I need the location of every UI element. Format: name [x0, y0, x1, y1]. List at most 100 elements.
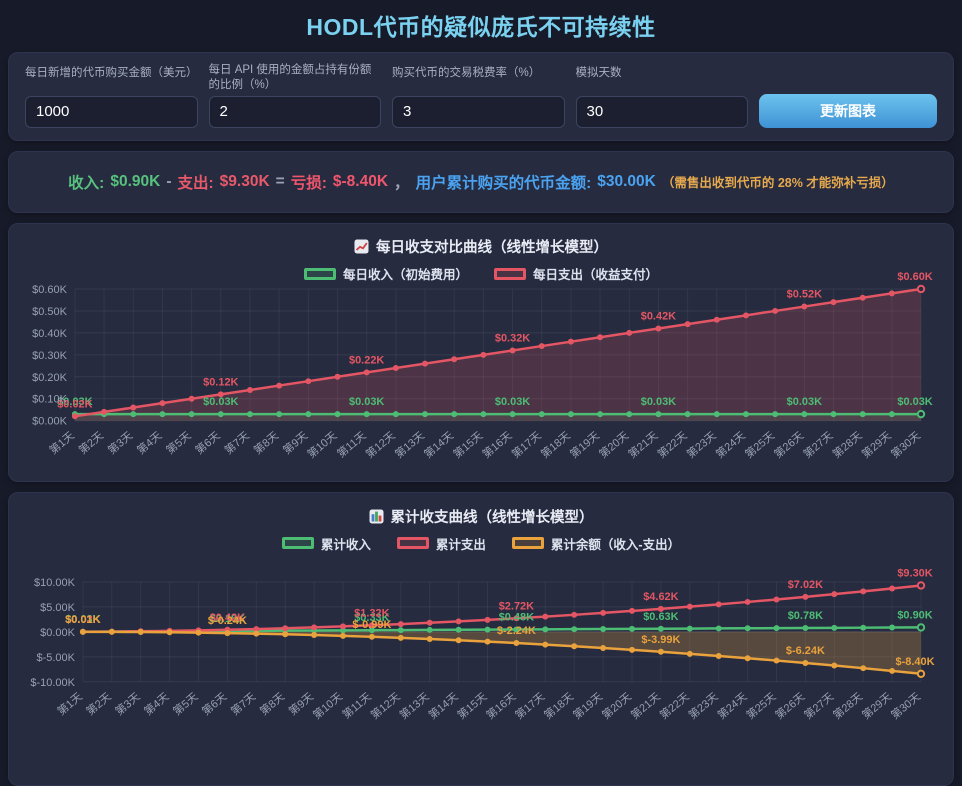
svg-text:第24天: 第24天 [713, 428, 748, 461]
svg-text:第15天: 第15天 [450, 428, 485, 461]
svg-text:第20天: 第20天 [599, 690, 634, 723]
svg-text:$4.62K: $4.62K [643, 591, 678, 603]
legend-swatch [281, 537, 314, 550]
svg-text:第23天: 第23天 [685, 690, 720, 723]
svg-text:第3天: 第3天 [105, 428, 136, 457]
svg-text:$0.90K: $0.90K [897, 610, 932, 622]
svg-text:$0.03K: $0.03K [787, 396, 822, 408]
summary-total-value: $30.00K [597, 172, 656, 190]
legend-item[interactable]: 累计支出 [396, 534, 486, 553]
svg-text:$0.02K: $0.02K [65, 614, 100, 626]
svg-text:第14天: 第14天 [421, 428, 456, 461]
svg-text:$0.50K: $0.50K [32, 306, 67, 318]
svg-text:$0.03K: $0.03K [897, 396, 932, 408]
field-sim-days: 模拟天数 [575, 66, 748, 128]
summary-total-label: 用户累计购买的代币金额: [415, 174, 592, 192]
tax-rate-input[interactable] [392, 95, 565, 128]
svg-text:第27天: 第27天 [800, 428, 835, 461]
daily-chart-title-row: 每日收支对比曲线（线性增长模型） [25, 236, 937, 258]
bar-chart-icon [369, 509, 384, 524]
svg-text:第18天: 第18天 [541, 690, 576, 723]
legend-item[interactable]: 每日收入（初始费用） [303, 264, 468, 283]
legend-item[interactable]: 累计收入 [281, 534, 371, 553]
svg-text:第26天: 第26天 [772, 690, 807, 723]
svg-text:第5天: 第5天 [163, 428, 194, 457]
legend-item[interactable]: 每日支出（收益支付） [494, 264, 658, 283]
daily-chart-legend: 每日收入（初始费用） 每日支出（收益支付） [25, 264, 937, 284]
svg-text:$-0.24K: $-0.24K [208, 616, 247, 628]
svg-text:第21天: 第21天 [625, 428, 660, 461]
svg-text:$0.02K: $0.02K [57, 398, 92, 410]
svg-text:$0.01K: $0.01K [65, 614, 100, 626]
daily-buy-amount-input[interactable] [25, 95, 198, 128]
field-label: 每日 API 使用的金额占持有份额的比例（%） [208, 64, 372, 91]
legend-swatch [494, 267, 526, 280]
svg-text:第3天: 第3天 [112, 690, 143, 719]
svg-text:第7天: 第7天 [228, 690, 259, 719]
svg-text:$-5.00K: $-5.00K [37, 652, 76, 664]
svg-text:$5.00K: $5.00K [40, 602, 75, 614]
svg-text:第19天: 第19天 [570, 690, 605, 723]
line-chart-icon [354, 239, 369, 254]
svg-text:第24天: 第24天 [714, 690, 749, 723]
svg-text:第12天: 第12天 [368, 690, 403, 723]
svg-text:$0.03K: $0.03K [641, 396, 676, 408]
api-usage-ratio-input[interactable] [208, 95, 381, 128]
summary-income-label: 收入: [68, 174, 105, 192]
legend-item[interactable]: 累计余额（收入-支出） [511, 534, 680, 553]
svg-text:第25天: 第25天 [742, 428, 777, 461]
svg-text:第22天: 第22天 [657, 690, 692, 723]
svg-text:$0.30K: $0.30K [32, 350, 67, 362]
daily-chart-panel: 每日收支对比曲线（线性增长模型） 每日收入（初始费用） 每日支出（收益支付） $0… [8, 222, 954, 483]
svg-text:第1天: 第1天 [54, 690, 85, 719]
legend-swatch [396, 537, 429, 550]
svg-text:第10天: 第10天 [310, 690, 345, 723]
field-tax-rate: 购买代币的交易税费率（%） [392, 66, 565, 128]
svg-text:第11天: 第11天 [339, 690, 374, 722]
field-daily-buy-amount: 每日新增的代币购买金额（美元） [25, 66, 198, 128]
svg-text:第2天: 第2天 [83, 690, 114, 719]
chart-title: 累计收支曲线（线性增长模型） [390, 509, 594, 526]
cumulative-chart-legend: 累计收入 累计支出 累计余额（收入-支出） [25, 533, 937, 553]
svg-text:$0.20K: $0.20K [32, 372, 67, 384]
legend-label: 每日收入（初始费用） [342, 268, 468, 283]
svg-text:第23天: 第23天 [684, 428, 719, 461]
summary-loss-value: $-8.40K [332, 172, 389, 190]
svg-text:$0.00K: $0.00K [40, 627, 75, 639]
sim-days-input[interactable] [575, 95, 748, 128]
svg-text:第21天: 第21天 [628, 690, 663, 723]
legend-swatch [511, 537, 544, 550]
svg-text:第25天: 第25天 [743, 690, 778, 723]
svg-text:第11天: 第11天 [334, 428, 369, 460]
svg-text:$9.30K: $9.30K [897, 568, 932, 580]
svg-text:$0.60K: $0.60K [897, 271, 932, 283]
summary-loss-label: 亏损: [290, 174, 327, 192]
svg-text:第17天: 第17天 [509, 428, 544, 461]
svg-text:第19天: 第19天 [567, 428, 602, 461]
svg-text:第30天: 第30天 [888, 428, 923, 461]
svg-text:$0.60K: $0.60K [32, 284, 67, 296]
svg-text:$0.12K: $0.12K [203, 376, 238, 388]
svg-text:$0.03K: $0.03K [203, 396, 238, 408]
update-chart-button[interactable]: 更新图表 [759, 93, 937, 128]
svg-text:第15天: 第15天 [454, 690, 489, 723]
svg-text:第28天: 第28天 [829, 428, 864, 461]
summary-panel: 收入: $0.90K - 支出: $9.30K = 亏损: $-8.40K ， 用户累… [8, 150, 954, 213]
summary-comma: ， [394, 174, 410, 192]
svg-text:$0.40K: $0.40K [32, 328, 67, 340]
svg-text:$0.03K: $0.03K [495, 396, 530, 408]
svg-text:$0.10K: $0.10K [32, 394, 67, 406]
svg-text:第16天: 第16天 [479, 428, 514, 461]
svg-text:$0.63K: $0.63K [643, 611, 678, 623]
svg-text:第22天: 第22天 [654, 428, 689, 461]
svg-text:$-6.24K: $-6.24K [786, 645, 825, 657]
svg-text:第2天: 第2天 [76, 428, 107, 457]
legend-label: 累计收入 [320, 537, 371, 552]
daily-chart-canvas: $0.03K $0.03K $0.03K $0.03K $0.03K $0.03K $0.0… [25, 271, 937, 474]
svg-text:第6天: 第6天 [192, 428, 223, 457]
legend-swatch [303, 267, 336, 280]
summary-expense-label: 支出: [177, 174, 214, 192]
chart-title: 每日收支对比曲线（线性增长模型） [376, 240, 608, 257]
svg-text:$0.78K: $0.78K [788, 610, 823, 622]
svg-text:$-2.24K: $-2.24K [497, 626, 536, 638]
